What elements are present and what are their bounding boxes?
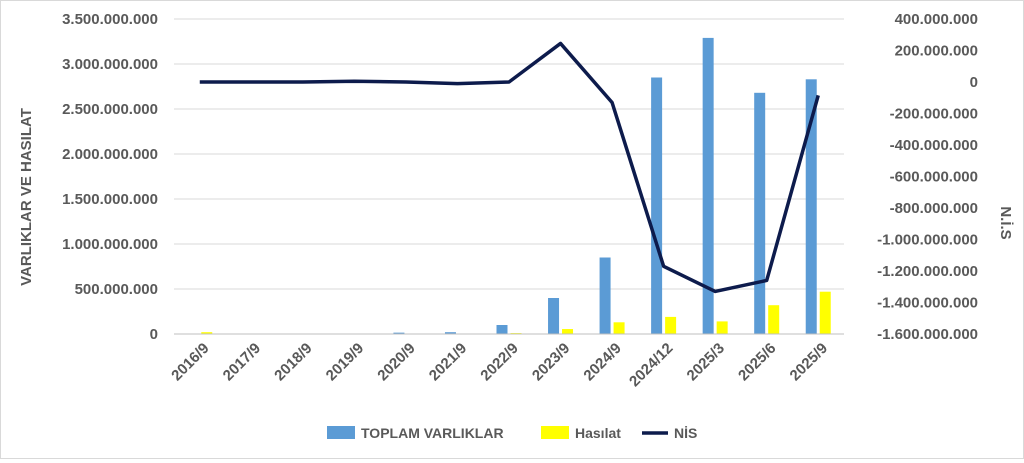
x-tick-label: 2018/9: [271, 340, 315, 384]
x-tick-label: 2025/9: [787, 340, 831, 384]
bar-toplam-varliklar: [651, 78, 662, 335]
right-tick-label: -1.400.000.000: [877, 295, 978, 312]
right-tick-label: 200.000.000: [895, 43, 978, 60]
bar-toplam-varliklar: [600, 258, 611, 335]
bar-toplam-varliklar: [497, 325, 508, 334]
legend-swatch: [327, 426, 355, 439]
left-axis-ticks: 0 500.000.000 1.000.000.000 1.500.000.000 2.…: [62, 11, 158, 343]
right-axis-title: N.İ.S: [997, 206, 1014, 239]
bar-hasilat: [717, 321, 728, 334]
right-tick-label: -600.000.000: [890, 169, 978, 186]
x-tick-label: 2021/9: [426, 340, 470, 384]
bar-hasilat: [614, 322, 625, 334]
nis-line-group: [200, 43, 818, 291]
right-tick-label: -800.000.000: [890, 200, 978, 217]
x-tick-label: 2020/9: [374, 340, 418, 384]
right-tick-label: 0: [970, 74, 978, 91]
left-tick-label: 2.500.000.000: [62, 101, 158, 118]
left-tick-label: 1.000.000.000: [62, 236, 158, 253]
left-tick-label: 1.500.000.000: [62, 191, 158, 208]
right-tick-label: -400.000.000: [890, 137, 978, 154]
bar-hasilat: [768, 305, 779, 334]
right-tick-label: -200.000.000: [890, 106, 978, 123]
x-tick-label: 2023/9: [529, 340, 573, 384]
legend-swatch: [541, 426, 569, 439]
left-tick-label: 3.000.000.000: [62, 56, 158, 73]
right-axis-ticks: -1.600.000.000 -1.400.000.000 -1.200.000.0…: [877, 11, 978, 343]
x-tick-label: 2024/9: [580, 340, 624, 384]
right-tick-label: -1.000.000.000: [877, 232, 978, 249]
nis-line: [200, 43, 818, 291]
bar-toplam-varliklar: [548, 298, 559, 334]
legend-label: TOPLAM VARLIKLAR: [361, 425, 504, 441]
x-tick-label: 2019/9: [323, 340, 367, 384]
x-tick-label: 2017/9: [220, 340, 264, 384]
legend: TOPLAM VARLIKLAR Hasılat NİS: [327, 425, 697, 441]
bar-hasilat: [665, 317, 676, 334]
left-axis-title: VARLIKLAR VE HASILAT: [18, 108, 35, 286]
left-tick-label: 2.000.000.000: [62, 146, 158, 163]
left-tick-label: 500.000.000: [75, 281, 158, 298]
right-tick-label: -1.600.000.000: [877, 326, 978, 343]
legend-label: NİS: [674, 425, 697, 441]
x-tick-label: 2016/9: [168, 340, 212, 384]
right-tick-label: -1.200.000.000: [877, 263, 978, 280]
bar-hasilat: [820, 292, 831, 334]
left-tick-label: 0: [150, 326, 158, 343]
bar-hasilat: [562, 329, 573, 334]
legend-label: Hasılat: [575, 425, 621, 441]
bar-toplam-varliklar: [754, 93, 765, 334]
right-tick-label: 400.000.000: [895, 11, 978, 28]
x-tick-label: 2025/6: [735, 340, 779, 384]
x-tick-label: 2025/3: [684, 340, 728, 384]
x-tick-label: 2024/12: [626, 340, 676, 390]
x-tick-label: 2022/9: [477, 340, 521, 384]
left-tick-label: 3.500.000.000: [62, 11, 158, 28]
gridlines: [174, 19, 844, 289]
